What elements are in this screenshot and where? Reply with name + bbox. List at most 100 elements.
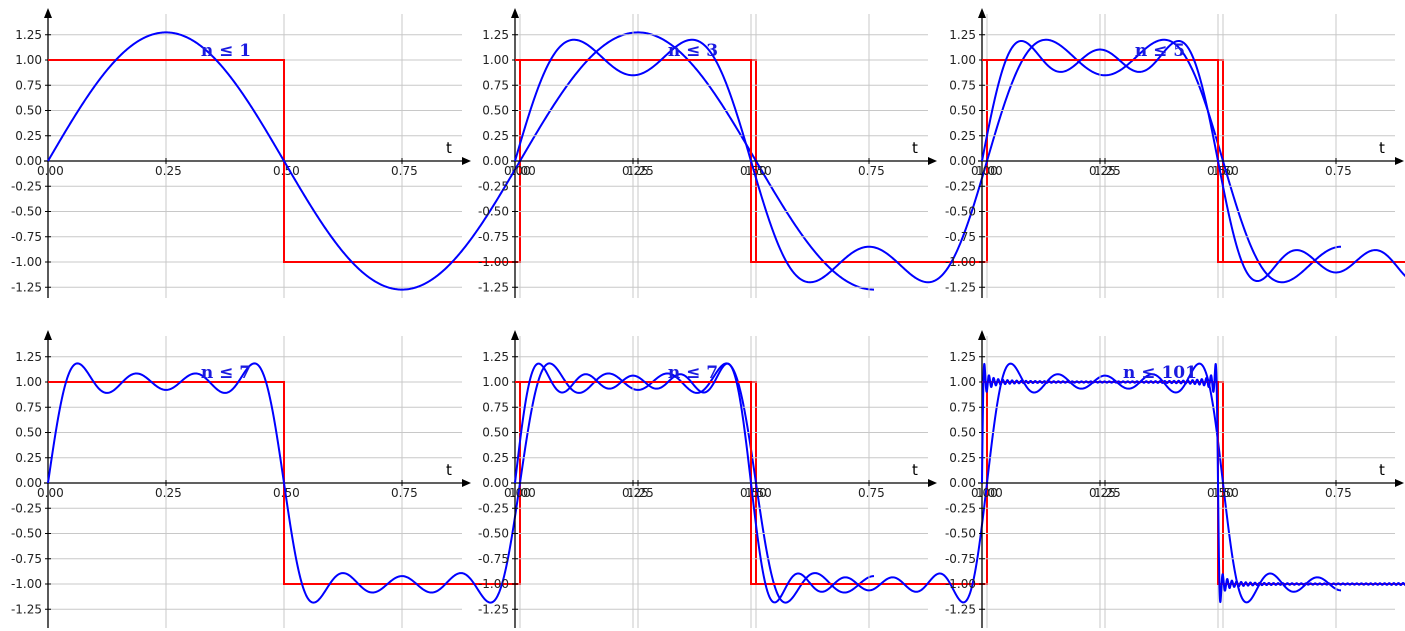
y-tick-label: -0.75 [11, 230, 42, 244]
x-tick-label: 0.25 [155, 164, 182, 178]
y-axis-arrow [44, 330, 52, 340]
y-tick-label: -1.00 [945, 577, 976, 591]
y-tick-label: 0.00 [482, 154, 509, 168]
y-tick-label: 1.00 [15, 375, 42, 389]
y-tick-label: 0.50 [949, 426, 976, 440]
y-tick-label: -0.75 [478, 230, 509, 244]
y-tick-label: -0.25 [945, 179, 976, 193]
y-tick-label: -0.75 [945, 230, 976, 244]
y-tick-label: 0.50 [949, 104, 976, 118]
x-tick-label: 0.75 [858, 486, 885, 500]
chart-title: n ≤ 5 [1135, 41, 1185, 61]
y-tick-label: 0.75 [949, 400, 976, 414]
x-axis-label: t [446, 461, 452, 479]
y-tick-label: -1.00 [478, 255, 509, 269]
y-tick-label: 0.25 [15, 451, 42, 465]
x-tick-label: 0.00 [37, 164, 64, 178]
y-tick-label: 0.25 [949, 129, 976, 143]
y-tick-label: 0.00 [15, 154, 42, 168]
y-tick-label: -1.00 [945, 255, 976, 269]
y-tick-label: 0.25 [482, 129, 509, 143]
x-tick-label: 0.50 [740, 486, 767, 500]
y-tick-label: 0.75 [15, 78, 42, 92]
series-fourier-sum [981, 39, 1405, 283]
chart-panel-3: t0.000.250.500.751.001.251.50-1.25-1.00-… [945, 8, 1405, 298]
x-axis-label: t [912, 139, 918, 157]
series-square-wave [982, 59, 1405, 263]
chart-title: n ≤ 7 [668, 363, 718, 383]
y-tick-label: 0.00 [949, 154, 976, 168]
y-tick-label: 0.50 [15, 104, 42, 118]
y-tick-label: 0.50 [15, 426, 42, 440]
x-tick-label: 0.75 [858, 164, 885, 178]
chart-title: n ≤ 101 [1123, 363, 1197, 383]
y-tick-label: -0.75 [945, 552, 976, 566]
y-tick-label: -1.00 [11, 255, 42, 269]
y-tick-label: -1.25 [11, 280, 42, 294]
x-axis-arrow [1395, 479, 1404, 487]
y-tick-label: 0.75 [15, 400, 42, 414]
y-tick-label: 0.75 [482, 400, 509, 414]
y-tick-label: -0.25 [11, 501, 42, 515]
y-tick-label: -1.00 [11, 577, 42, 591]
x-tick-label: 0.75 [391, 486, 418, 500]
y-tick-label: -1.25 [945, 602, 976, 616]
x-axis-arrow [462, 479, 471, 487]
chart-title: n ≤ 3 [668, 41, 718, 61]
x-tick-label: 0.50 [1207, 486, 1234, 500]
grid [982, 14, 1395, 298]
y-tick-label: 0.50 [482, 104, 509, 118]
y-tick-label: 1.25 [15, 350, 42, 364]
y-tick-label: 0.50 [482, 426, 509, 440]
x-axis-label: t [1379, 139, 1385, 157]
chart-title: n ≤ 1 [201, 41, 251, 61]
y-tick-label: 1.00 [482, 375, 509, 389]
y-tick-label: 0.25 [15, 129, 42, 143]
chart-panel-2: t0.00 0.25 0.50 0.75 1.00 1.25 1.50-1.25-1.00-… [478, 8, 1342, 298]
y-tick-label: -0.25 [11, 179, 42, 193]
y-tick-label: -0.50 [11, 205, 42, 219]
y-tick-label: 0.00 [15, 476, 42, 490]
y-axis-arrow [978, 8, 986, 18]
y-tick-label: -0.50 [945, 527, 976, 541]
x-tick-label: 1.00 [976, 486, 1003, 500]
y-tick-label: 1.25 [15, 28, 42, 42]
y-tick-label: -0.25 [945, 501, 976, 515]
x-tick-label: 0.75 [1325, 486, 1352, 500]
x-tick-label: 0.00 [504, 164, 531, 178]
x-tick-label: 0.00 [971, 164, 998, 178]
x-tick-label: 1.00 [509, 486, 536, 500]
x-tick-label: 0.25 [622, 486, 649, 500]
grid [515, 14, 1224, 298]
y-tick-label: -0.50 [478, 527, 509, 541]
x-tick-label: 0.25 [622, 164, 649, 178]
series-fourier-sum [47, 31, 875, 291]
y-tick-label: -0.75 [478, 552, 509, 566]
x-tick-label: 0.00 [971, 486, 998, 500]
series-fourier-sum [514, 362, 1342, 604]
y-tick-label: 1.00 [949, 375, 976, 389]
y-tick-label: 0.25 [949, 451, 976, 465]
y-tick-label: 1.00 [949, 53, 976, 67]
chart-panel-1: t0.00 0.25 0.50 0.75 1.00 1.25 1.50-1.25-1.00-… [11, 8, 875, 298]
y-tick-label: -1.25 [478, 280, 509, 294]
y-tick-label: 1.25 [482, 350, 509, 364]
x-axis-arrow [1395, 157, 1404, 165]
y-tick-label: -1.25 [945, 280, 976, 294]
x-tick-label: 0.75 [391, 164, 418, 178]
x-tick-label: 0.00 [37, 486, 64, 500]
y-tick-label: -0.25 [478, 179, 509, 193]
y-tick-label: -1.00 [478, 577, 509, 591]
y-tick-label: -0.50 [11, 527, 42, 541]
chart-panel-4: t0.00 0.25 0.50 0.75 1.00 1.25 1.50-1.25-1.00-… [11, 330, 875, 628]
chart-panel-6: t0.000.250.500.751.001.251.50-1.25-1.00-… [945, 330, 1405, 628]
y-tick-label: 0.25 [482, 451, 509, 465]
y-tick-label: -0.25 [478, 501, 509, 515]
x-axis-label: t [912, 461, 918, 479]
x-tick-label: 1.25 [627, 486, 654, 500]
y-tick-label: 1.00 [482, 53, 509, 67]
y-tick-label: 1.25 [949, 28, 976, 42]
x-tick-label: 1.25 [1094, 164, 1121, 178]
x-tick-label: 0.75 [1325, 164, 1352, 178]
